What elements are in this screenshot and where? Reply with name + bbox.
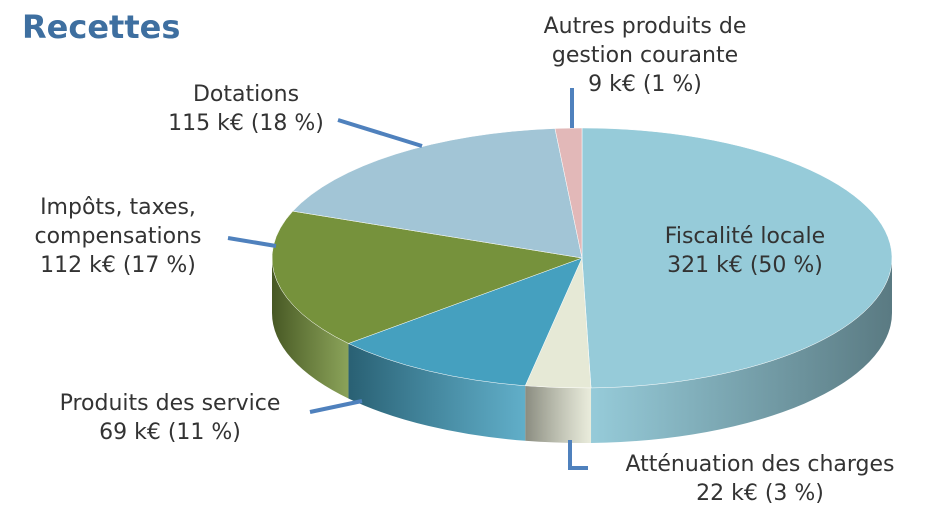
slice bbox=[292, 128, 583, 259]
chart-title: Recettes bbox=[22, 8, 181, 46]
value-label: 115 k€ (18 %) bbox=[168, 111, 324, 136]
slice-side bbox=[525, 385, 592, 443]
leader-line bbox=[309, 399, 363, 414]
slice bbox=[347, 257, 583, 387]
slice-name: Dotations bbox=[192, 82, 300, 107]
slice bbox=[581, 127, 893, 389]
slice bbox=[554, 127, 583, 259]
slice-name: Produits des service bbox=[59, 391, 281, 416]
data-label: Impôts, taxes, compensations 112 k€ (17 %… bbox=[8, 193, 228, 280]
slice-name: Autres produits de gestion courante bbox=[543, 14, 747, 68]
leader-line bbox=[568, 440, 588, 470]
value-label: 112 k€ (17 %) bbox=[40, 253, 196, 278]
value-label: 22 k€ (3 %) bbox=[696, 481, 824, 506]
leader-line bbox=[337, 118, 423, 148]
slice-name: Fiscalité locale bbox=[664, 224, 826, 249]
data-label: Produits des service 69 k€ (11 %) bbox=[20, 389, 320, 447]
leader-line bbox=[227, 236, 277, 248]
data-label: Autres produits de gestion courante 9 k€ … bbox=[510, 12, 780, 99]
value-label: 69 k€ (11 %) bbox=[99, 420, 241, 445]
slice-side bbox=[348, 343, 526, 441]
data-label: Atténuation des charges 22 k€ (3 %) bbox=[590, 450, 930, 508]
data-label: Dotations 115 k€ (18 %) bbox=[136, 80, 356, 138]
data-label: Fiscalité locale 321 k€ (50 %) bbox=[615, 222, 875, 280]
slice-name: Atténuation des charges bbox=[625, 452, 895, 477]
slice bbox=[271, 210, 583, 344]
slice-name: Impôts, taxes, compensations bbox=[34, 195, 202, 249]
value-label: 9 k€ (1 %) bbox=[588, 72, 702, 97]
slice-side bbox=[272, 258, 349, 399]
slice-side bbox=[591, 258, 892, 443]
value-label: 321 k€ (50 %) bbox=[667, 253, 823, 278]
